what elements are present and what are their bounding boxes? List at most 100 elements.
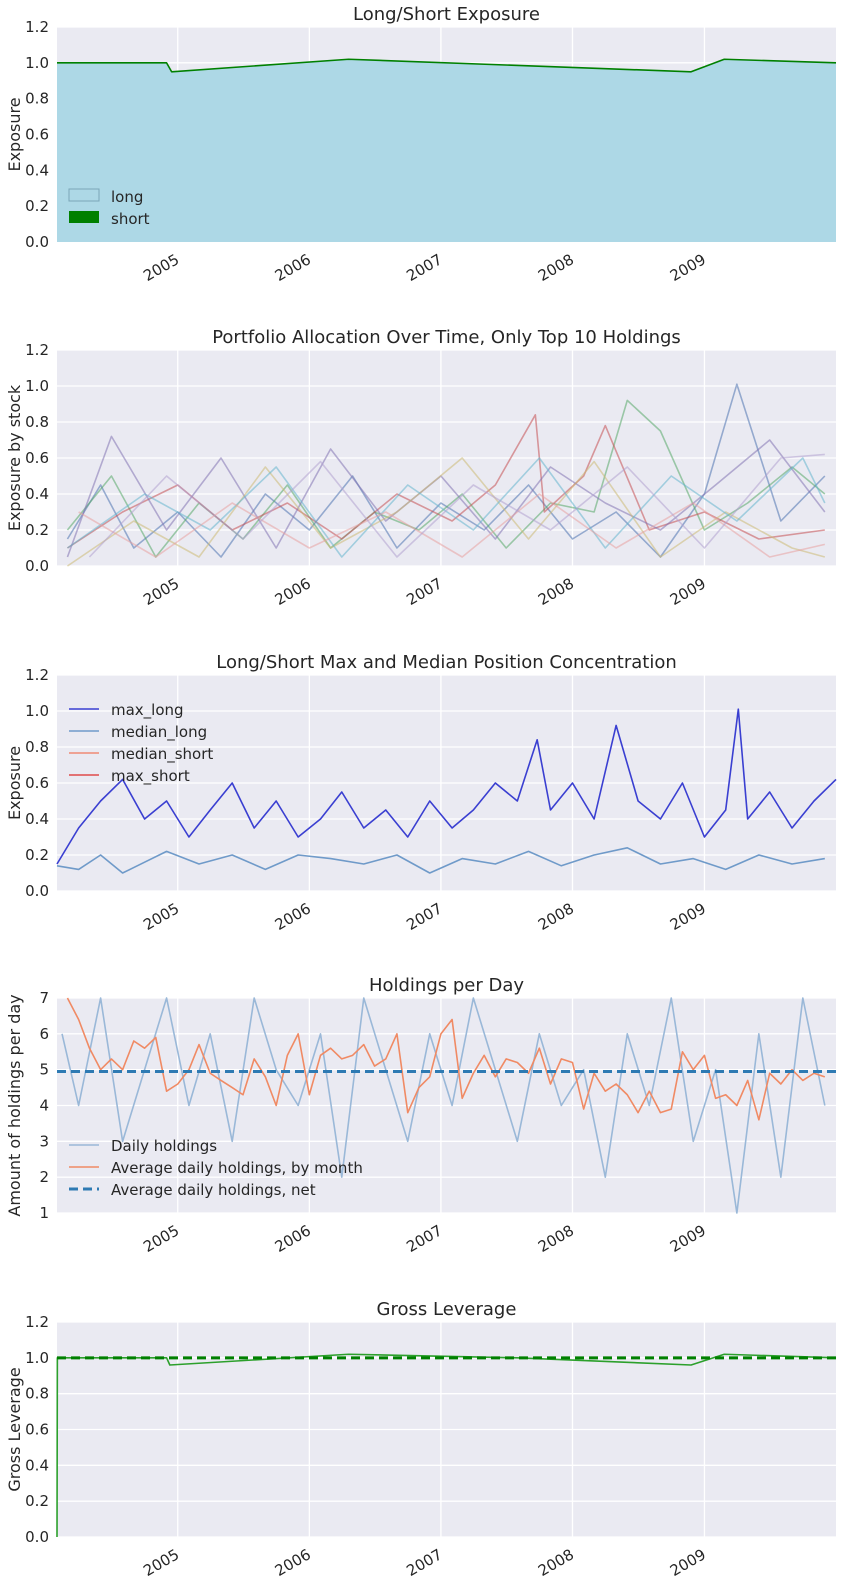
y-tick-label: 0.2 — [25, 197, 49, 215]
y-tick-label: 0.2 — [25, 846, 49, 864]
x-tick-label: 2007 — [403, 1221, 445, 1256]
x-tick-label: 2005 — [140, 899, 182, 934]
series-line-5 — [66, 457, 826, 558]
chart-title: Long/Short Max and Median Position Conce… — [216, 652, 677, 673]
series-line-daily-holdings — [61, 997, 826, 1214]
legend-label: Daily holdings — [111, 1137, 217, 1155]
legend-swatch — [68, 188, 100, 202]
x-tick-label: 2006 — [272, 574, 314, 609]
chart-title: Portfolio Allocation Over Time, Only Top… — [212, 327, 681, 348]
series-line-4 — [67, 457, 826, 567]
x-tick-label: 2008 — [535, 574, 577, 609]
y-tick-label: 0.4 — [25, 161, 49, 179]
legend-label: short — [111, 210, 150, 228]
y-axis-label: Exposure — [5, 746, 24, 820]
y-tick-label: 0.8 — [25, 413, 49, 431]
chart-title: Holdings per Day — [369, 975, 524, 996]
series-line-average-daily-holdings-by-month — [66, 997, 826, 1121]
y-tick-label: 0.8 — [25, 738, 49, 756]
y-tick-label: 0.0 — [25, 882, 49, 900]
x-tick-label: 2005 — [140, 250, 182, 285]
y-tick-label: 0.2 — [25, 1492, 49, 1510]
x-tick-label: 2006 — [272, 250, 314, 285]
y-tick-label: 1.2 — [25, 18, 49, 36]
legend: max_long median_long median_short max_short — [69, 701, 213, 786]
legend-label: max_long — [111, 701, 184, 720]
series-line-short — [57, 58, 837, 73]
y-axis-label: Exposure by stock — [5, 384, 24, 531]
x-tick-label: 2008 — [535, 899, 577, 934]
y-tick-label: 1.2 — [25, 666, 49, 684]
y-tick-label: 4 — [39, 1097, 49, 1115]
x-tick-label: 2005 — [140, 1545, 182, 1580]
x-tick-label: 2009 — [667, 574, 709, 609]
legend-label: Average daily holdings, net — [111, 1181, 316, 1199]
x-tick-label: 2005 — [140, 1221, 182, 1256]
y-tick-label: 1.0 — [25, 377, 49, 395]
y-tick-label: 0.4 — [25, 1456, 49, 1474]
legend-label: median_short — [111, 745, 213, 764]
x-tick-label: 2008 — [535, 250, 577, 285]
y-tick-label: 0.4 — [25, 485, 49, 503]
legend-label: long — [111, 188, 143, 206]
y-axis-label: Exposure — [5, 97, 24, 171]
chart-title: Long/Short Exposure — [353, 4, 540, 25]
legend-label: median_long — [111, 723, 207, 742]
x-tick-label: 2006 — [272, 1545, 314, 1580]
y-tick-label: 1.2 — [25, 341, 49, 359]
series-line-max-long — [56, 708, 837, 865]
y-tick-label: 0.4 — [25, 810, 49, 828]
y-tick-label: 3 — [39, 1132, 49, 1150]
legend-swatch — [69, 211, 99, 223]
x-tick-label: 2007 — [403, 1545, 445, 1580]
y-tick-label: 0.0 — [25, 1528, 49, 1546]
y-tick-label: 0.6 — [25, 1421, 49, 1439]
y-tick-label: 1 — [39, 1204, 49, 1222]
y-tick-label: 0.0 — [25, 557, 49, 575]
y-axis-label: Amount of holdings per day — [5, 994, 24, 1216]
y-tick-label: 7 — [39, 989, 49, 1007]
legend: Daily holdings Average daily holdings, by… — [69, 1137, 363, 1199]
x-tick-label: 2008 — [535, 1545, 577, 1580]
x-tick-label: 2006 — [272, 1221, 314, 1256]
y-tick-label: 0.8 — [25, 1385, 49, 1403]
series-line-median-long — [56, 847, 825, 874]
y-tick-label: 0.6 — [25, 449, 49, 467]
chart-1: 0.0 0.2 0.4 0.6 0.8 1.0 1.2 2005 2006 2007 2008 200… — [5, 4, 837, 285]
y-tick-label: 0.0 — [25, 233, 49, 251]
chart-title: Gross Leverage — [377, 1299, 517, 1320]
chart-2: 0.0 0.2 0.4 0.6 0.8 1.0 1.2 2005 2006 2007 2008 200… — [5, 327, 836, 609]
legend-label: Average daily holdings, by month — [111, 1159, 363, 1177]
chart-4: 1 2 3 4 5 6 7 2005 2006 2007 2008 2009 Holdings per … — [5, 975, 836, 1256]
series-area-long — [57, 59, 836, 242]
y-tick-label: 1.0 — [25, 1349, 49, 1367]
y-tick-label: 1.0 — [25, 54, 49, 72]
y-axis-label: Gross Leverage — [5, 1367, 24, 1491]
x-tick-label: 2009 — [667, 1221, 709, 1256]
y-tick-label: 1.2 — [25, 1313, 49, 1331]
x-tick-label: 2007 — [403, 899, 445, 934]
x-tick-label: 2009 — [667, 250, 709, 285]
y-tick-label: 0.6 — [25, 774, 49, 792]
x-tick-label: 2009 — [667, 1545, 709, 1580]
y-tick-label: 0.2 — [25, 521, 49, 539]
x-tick-label: 2007 — [403, 250, 445, 285]
legend: long short — [68, 188, 150, 228]
chart-5: 0.0 0.2 0.4 0.6 0.8 1.0 1.2 2005 2006 2007 2008 200… — [5, 1299, 837, 1580]
legend-label: max_short — [111, 767, 190, 786]
x-tick-label: 2006 — [272, 899, 314, 934]
x-tick-label: 2007 — [403, 574, 445, 609]
x-tick-label: 2005 — [140, 574, 182, 609]
y-tick-label: 0.8 — [25, 90, 49, 108]
x-tick-label: 2008 — [535, 1221, 577, 1256]
y-tick-label: 1.0 — [25, 702, 49, 720]
series-line-6 — [78, 493, 826, 558]
series-line-7 — [88, 453, 825, 558]
y-tick-label: 5 — [39, 1061, 49, 1079]
y-tick-label: 6 — [39, 1025, 49, 1043]
y-tick-label: 2 — [39, 1168, 49, 1186]
chart-3: 0.0 0.2 0.4 0.6 0.8 1.0 1.2 2005 2006 2007 2008 200… — [5, 652, 837, 934]
y-tick-label: 0.6 — [25, 126, 49, 144]
